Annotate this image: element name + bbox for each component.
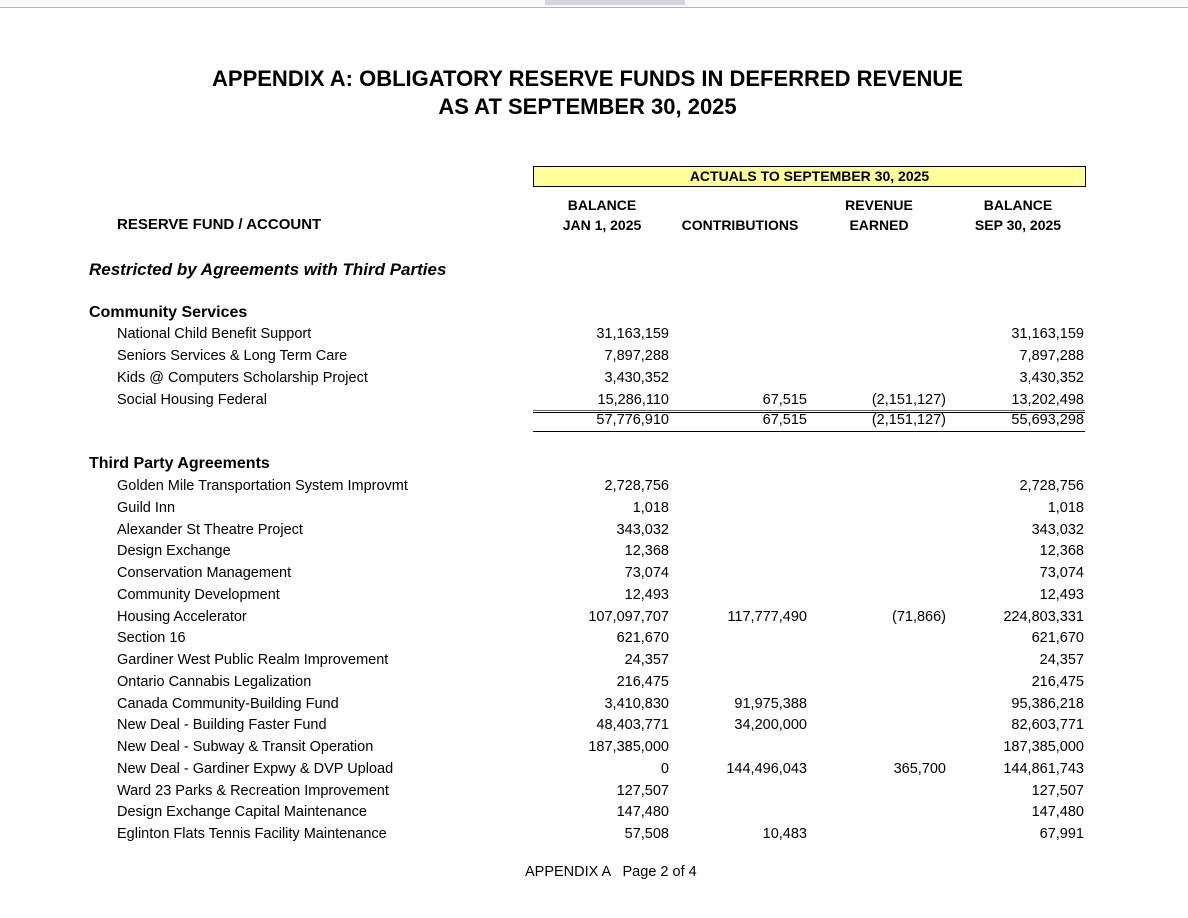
account-name: Community Development	[117, 586, 280, 603]
balance-open-header-1: BALANCE	[567, 197, 637, 213]
balance-jan1-cell: 73,074	[624, 565, 669, 581]
contributions-cell: 10,483	[762, 826, 807, 842]
balance-close-header-2: SEP 30, 2025	[974, 217, 1062, 233]
account-name: Conservation Management	[117, 565, 292, 581]
account-name: New Deal - Subway & Transit Operation	[117, 739, 374, 755]
account-name: Housing Accelerator	[117, 608, 247, 625]
balance-jan1-cell: 621,670	[616, 630, 669, 647]
balance-jan1-cell: 12,493	[624, 586, 669, 603]
balance-sep30-cell: 12,368	[1039, 543, 1084, 560]
balance-sep30-cell: 224,803,331	[1003, 608, 1084, 625]
balance-sep30-cell: 12,493	[1039, 586, 1084, 603]
balance-sep30-cell: 55,693,298	[1011, 412, 1084, 428]
balance-jan1-cell: 31,163,159	[596, 326, 669, 342]
contributions-cell: 67,515	[762, 392, 807, 408]
account-name: Design Exchange	[117, 543, 231, 560]
account-name: Section 16	[117, 630, 186, 647]
section-heading-third-party: Third Party Agreements	[89, 455, 270, 472]
contributions-cell: 34,200,000	[734, 717, 807, 734]
balance-sep30-cell: 127,507	[1031, 782, 1084, 799]
rule-line	[533, 431, 1085, 432]
balance-sep30-cell: 343,032	[1031, 521, 1084, 538]
balance-sep30-cell: 144,861,743	[1003, 760, 1084, 777]
balance-sep30-cell: 67,991	[1039, 826, 1084, 842]
balance-jan1-cell: 147,480	[616, 804, 669, 821]
balance-jan1-cell: 12,368	[624, 543, 669, 560]
balance-sep30-cell: 7,897,288	[1019, 348, 1084, 364]
balance-sep30-cell: 2,728,756	[1019, 478, 1084, 494]
category-heading: Restricted by Agreements with Third Part…	[89, 260, 447, 279]
account-name: Golden Mile Transportation System Improv…	[117, 478, 408, 494]
account-name: Seniors Services & Long Term Care	[117, 348, 348, 364]
revenue-header-2: EARNED	[849, 217, 909, 233]
contributions-cell: 67,515	[762, 412, 807, 428]
account-name: Kids @ Computers Scholarship Project	[117, 370, 368, 386]
account-name: National Child Benefit Support	[117, 326, 312, 342]
balance-jan1-cell: 7,897,288	[604, 348, 669, 364]
page-subtitle: AS AT SEPTEMBER 30, 2025	[438, 94, 737, 119]
contributions-header: CONTRIBUTIONS	[681, 217, 799, 233]
balance-sep30-cell: 95,386,218	[1011, 695, 1084, 712]
account-name: Alexander St Theatre Project	[117, 521, 303, 538]
account-name: Ward 23 Parks & Recreation Improvement	[117, 782, 389, 799]
account-name: New Deal - Building Faster Fund	[117, 717, 327, 734]
account-name: Eglinton Flats Tennis Facility Maintenan…	[117, 826, 387, 842]
balance-open-header-2: JAN 1, 2025	[562, 217, 642, 233]
account-column-header: RESERVE FUND / ACCOUNT	[117, 216, 322, 233]
account-name: Gardiner West Public Realm Improvement	[117, 652, 389, 668]
account-name: New Deal - Gardiner Expwy & DVP Upload	[117, 760, 394, 777]
viewer-toolbar	[0, 0, 1188, 8]
rule-line	[533, 412, 1085, 413]
balance-sep30-cell: 13,202,498	[1011, 392, 1084, 408]
balance-sep30-cell: 3,430,352	[1019, 370, 1084, 386]
section-heading-community-services: Community Services	[89, 304, 248, 321]
balance-sep30-cell: 73,074	[1039, 565, 1084, 581]
revenue-earned-cell: (2,151,127)	[871, 392, 946, 408]
balance-jan1-cell: 343,032	[616, 521, 669, 538]
account-name: Guild Inn	[117, 499, 176, 516]
balance-jan1-cell: 107,097,707	[588, 608, 669, 625]
balance-sep30-cell: 1,018	[1047, 499, 1084, 516]
rule-line	[533, 410, 1085, 411]
page-footer: APPENDIX A Page 2 of 4	[525, 864, 697, 880]
scrollbar-thumb[interactable]	[545, 0, 685, 5]
contributions-cell: 91,975,388	[734, 695, 807, 712]
balance-jan1-cell: 187,385,000	[588, 739, 669, 755]
balance-sep30-cell: 82,603,771	[1011, 717, 1084, 734]
revenue-earned-cell: (2,151,127)	[871, 412, 946, 428]
revenue-earned-cell: (71,866)	[891, 608, 946, 625]
balance-jan1-cell: 3,410,830	[604, 695, 669, 712]
account-name: Canada Community-Building Fund	[117, 695, 339, 712]
account-name: Ontario Cannabis Legalization	[117, 673, 312, 690]
balance-jan1-cell: 15,286,110	[597, 392, 670, 408]
balance-jan1-cell: 57,508	[624, 826, 669, 842]
balance-jan1-cell: 0	[660, 760, 669, 777]
page-title: APPENDIX A: OBLIGATORY RESERVE FUNDS IN …	[212, 66, 963, 91]
account-name: Design Exchange Capital Maintenance	[117, 804, 367, 821]
balance-jan1-cell: 57,776,910	[596, 412, 669, 428]
balance-sep30-cell: 621,670	[1031, 630, 1084, 647]
contributions-cell: 117,777,490	[727, 608, 807, 625]
balance-jan1-cell: 3,430,352	[604, 370, 669, 386]
balance-sep30-cell: 216,475	[1031, 673, 1084, 690]
account-name: Social Housing Federal	[117, 392, 267, 408]
balance-sep30-cell: 187,385,000	[1003, 739, 1084, 755]
contributions-cell: 144,496,043	[726, 760, 807, 777]
balance-close-header-1: BALANCE	[983, 197, 1053, 213]
balance-sep30-cell: 147,480	[1031, 804, 1084, 821]
balance-sep30-cell: 31,163,159	[1011, 326, 1084, 342]
balance-jan1-cell: 48,403,771	[596, 717, 669, 734]
revenue-earned-cell: 365,700	[893, 760, 946, 777]
balance-sep30-cell: 24,357	[1039, 652, 1084, 668]
actuals-banner: ACTUALS TO SEPTEMBER 30, 2025	[533, 166, 1086, 187]
balance-jan1-cell: 216,475	[616, 673, 669, 690]
revenue-header-1: REVENUE	[845, 197, 913, 213]
balance-jan1-cell: 24,357	[624, 652, 669, 668]
balance-jan1-cell: 2,728,756	[604, 478, 669, 494]
balance-jan1-cell: 1,018	[632, 499, 669, 516]
balance-jan1-cell: 127,507	[616, 782, 669, 799]
